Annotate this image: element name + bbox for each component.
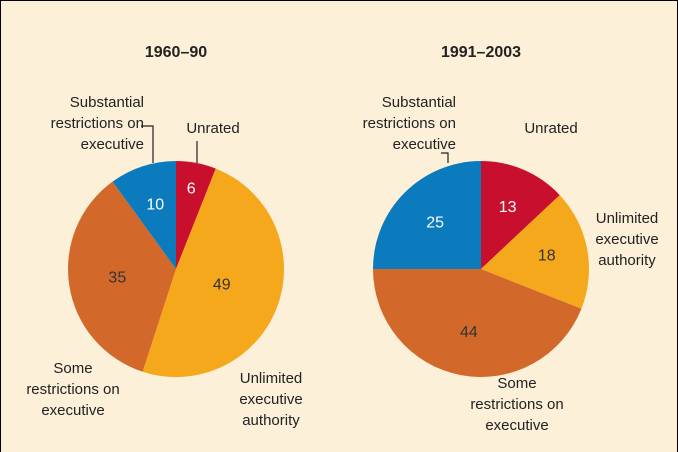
category-label: Unrated [524,120,578,137]
category-label: Unlimited executive authority [595,210,659,269]
pie-slice [176,161,216,269]
category-label: Some restrictions on executive [470,375,564,434]
category-label: Substantial restrictions on executive [50,94,144,153]
pie-slice [142,168,284,377]
pie-slice [67,181,176,372]
pie-slice [481,161,560,269]
pie-slice [112,161,176,269]
value-label: 10 [146,197,164,214]
leader-line [441,152,449,163]
pie-slice [373,161,481,269]
leader-line [141,125,154,163]
value-label: 49 [213,277,231,294]
value-label: 35 [108,270,126,287]
pie-slice [481,195,589,309]
pie-slice [373,269,582,378]
value-label: 18 [538,248,556,265]
category-label: Some restrictions on executive [26,360,120,419]
chart-title: 1960–90 [145,44,207,61]
category-label: Unrated [186,120,240,137]
value-label: 13 [499,199,517,216]
category-label: Unlimited executive authority [239,370,303,429]
value-label: 44 [460,324,478,341]
value-label: 6 [187,181,196,198]
chart-title: 1991–2003 [441,44,521,61]
category-label: Substantial restrictions on executive [362,94,456,153]
value-label: 25 [426,214,444,231]
